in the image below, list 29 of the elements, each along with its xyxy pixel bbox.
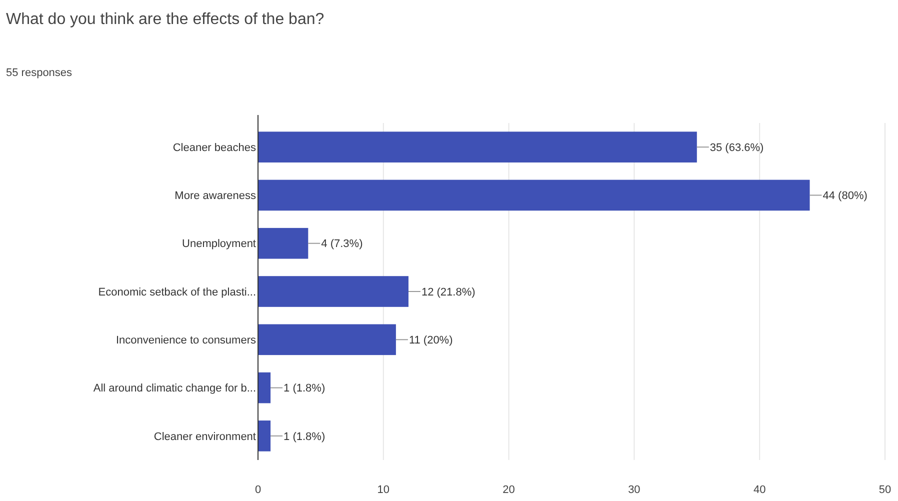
x-tick-label: 10	[377, 484, 390, 496]
x-tick-label: 0	[254, 484, 262, 496]
data-label: 1 (1.8%)	[284, 382, 326, 395]
text: 55 responses	[6, 67, 73, 79]
x-tick-label: 40	[753, 484, 766, 496]
bar	[258, 372, 271, 404]
data-label: 44 (80%)	[822, 190, 868, 202]
y-tick-label: Cleaner beaches	[172, 142, 256, 154]
bar	[258, 324, 396, 356]
y-tick-label: Unemployment	[182, 238, 256, 250]
y-tick-label: Economic setback of the plasti...	[98, 286, 256, 298]
bar	[258, 420, 271, 452]
x-tick-label: 50	[878, 484, 892, 496]
y-tick-label: Inconvenience to consumers	[116, 334, 256, 346]
y-tick-label: Cleaner environment	[154, 430, 256, 443]
data-label: 35 (63.6%)	[710, 142, 764, 154]
x-tick-label: 30	[628, 484, 640, 496]
bar	[258, 132, 697, 162]
y-tick-label: All around climatic change for b...	[93, 382, 256, 395]
bar	[258, 180, 810, 211]
chart-title: What do you think are the effects of the ban?	[6, 11, 324, 28]
data-label: 11 (20%)	[408, 334, 453, 346]
data-label: 12 (21.8%)	[421, 286, 476, 298]
data-label: 4 (7.3%)	[321, 238, 363, 250]
data-label: 1 (1.8%)	[284, 430, 326, 443]
y-tick-label: More awareness	[174, 190, 256, 202]
x-tick-label: 20	[502, 484, 515, 496]
bar	[258, 228, 308, 259]
bar	[258, 276, 408, 307]
